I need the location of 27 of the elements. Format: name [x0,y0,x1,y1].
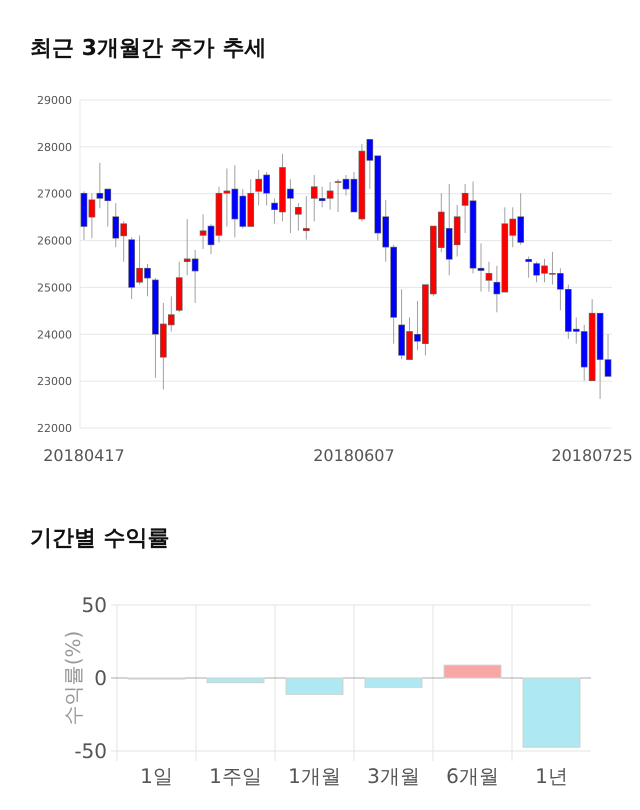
chart-title: 기간별 수익률 [30,526,170,551]
x-tick-label: 1주일 [209,764,262,788]
y-tick-label: 50 [82,593,107,617]
x-tick-label: 20180417 [43,446,125,465]
chart-title: 최근 3개월간 주가 추세 [30,36,266,61]
y-tick-label: 23000 [37,375,72,388]
x-tick-label: 3개월 [367,764,420,788]
candlestick [295,202,302,232]
x-tick-label: 6개월 [446,764,499,788]
x-tick-label: 1년 [535,764,568,788]
x-tick-label: 20180725 [551,446,633,465]
candlestick [525,256,532,278]
y-axis-title: 수익률(%) [61,630,85,726]
y-tick-label: 26000 [37,234,72,248]
candlestick [486,261,492,292]
y-tick-label: 28000 [37,140,72,154]
y-tick-label: 24000 [37,328,72,342]
y-tick-label: 25000 [37,281,72,294]
y-tick-label: 22000 [37,422,72,435]
x-tick-label: 1개월 [288,764,341,788]
x-tick-label: 1일 [140,764,173,788]
y-tick-label: -50 [74,739,107,763]
candlestick [302,196,310,240]
y-tick-label: 29000 [37,94,72,107]
y-tick-label: 27000 [37,188,72,201]
x-tick-label: 20180607 [313,446,395,465]
y-tick-label: 0 [94,666,107,690]
